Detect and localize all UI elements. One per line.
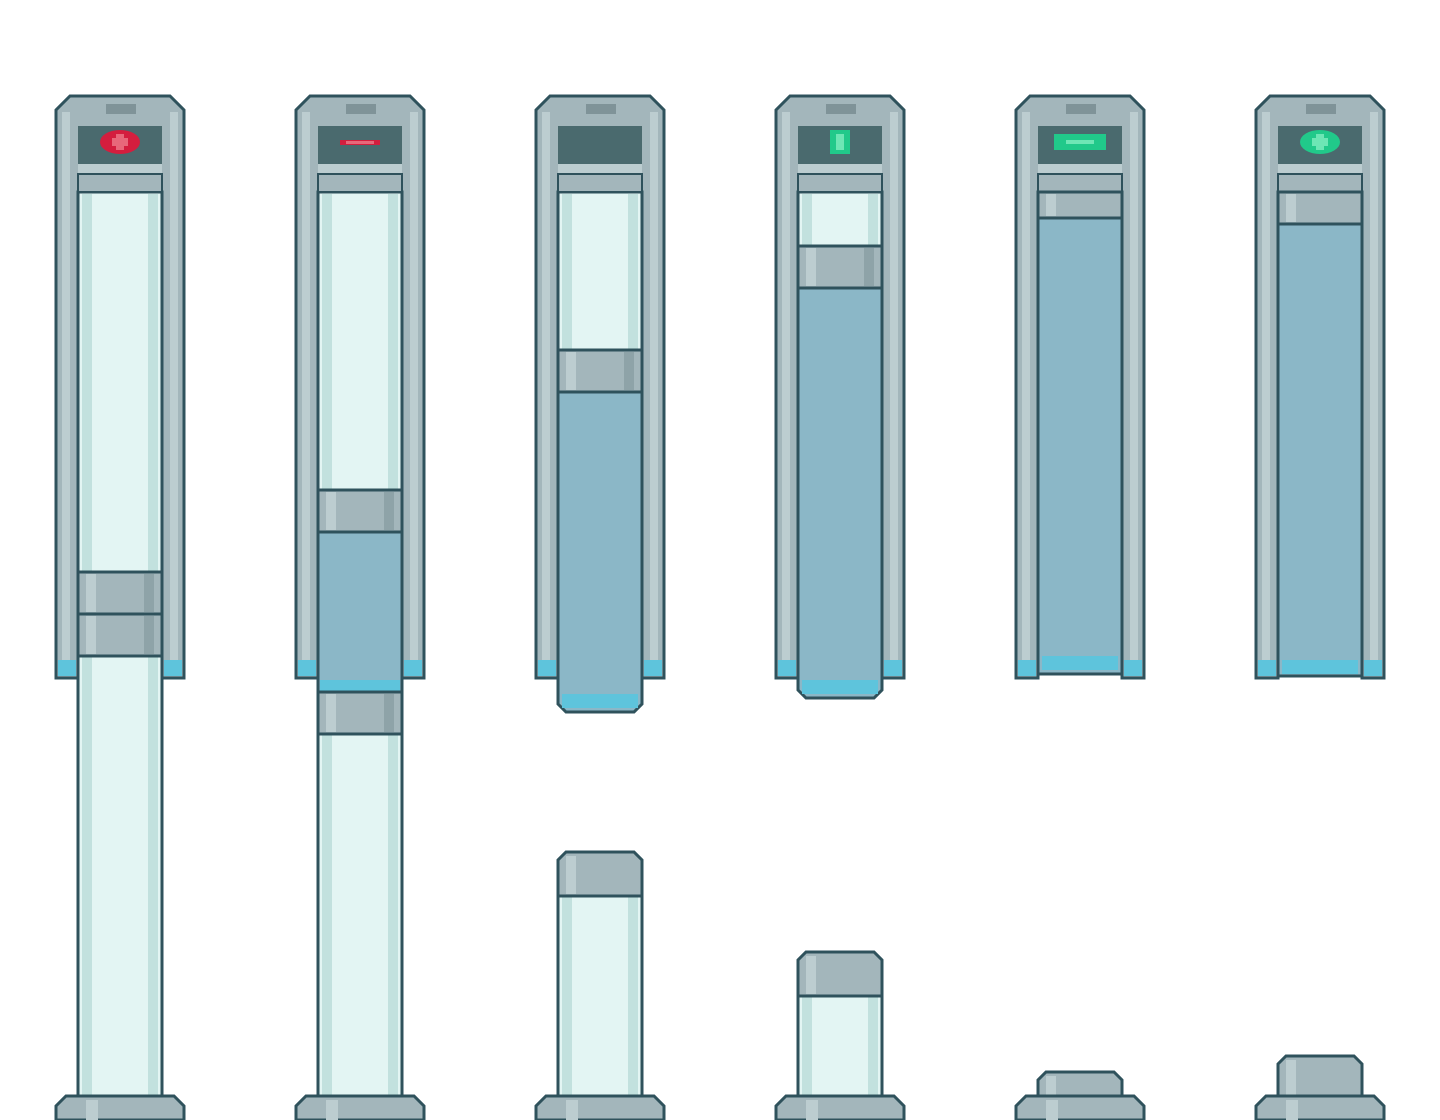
- minus-icon: [340, 140, 380, 145]
- piston-frame-3: [534, 94, 666, 1120]
- piston-frame-1: [54, 94, 186, 1120]
- minus-icon: [1054, 134, 1106, 150]
- piston-frame-4: [774, 94, 906, 1120]
- bar-icon: [830, 130, 850, 154]
- plus-icon: [1300, 130, 1340, 154]
- piston-frame-5: [1014, 94, 1146, 1120]
- piston-frame-6: [1254, 94, 1386, 1120]
- plus-icon: [100, 130, 140, 154]
- piston-frame-2: [294, 94, 426, 1120]
